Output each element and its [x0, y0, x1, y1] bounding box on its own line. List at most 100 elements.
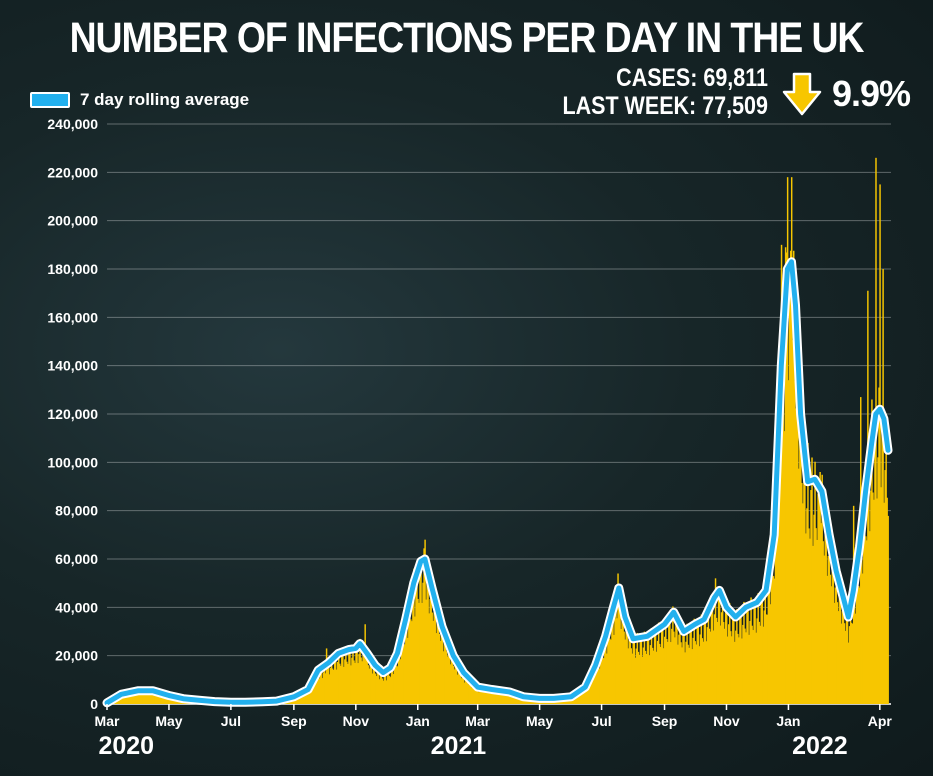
- y-tick-label: 140,000: [47, 358, 98, 374]
- daily-case-bar: [786, 177, 789, 704]
- daily-case-bar: [368, 668, 370, 704]
- daily-case-bar: [163, 694, 165, 704]
- daily-case-bar: [325, 648, 328, 704]
- daily-case-bar: [681, 647, 683, 704]
- daily-case-bar: [795, 408, 797, 704]
- daily-case-bar: [873, 499, 875, 704]
- daily-case-bar: [683, 629, 685, 704]
- daily-case-bar: [420, 557, 422, 704]
- daily-case-bar: [150, 690, 152, 704]
- daily-case-bar: [142, 691, 144, 704]
- daily-case-bar: [696, 626, 698, 704]
- daily-case-bar: [478, 692, 480, 704]
- daily-case-bar: [772, 576, 775, 704]
- daily-case-bar: [372, 668, 375, 704]
- daily-case-bar: [723, 628, 726, 704]
- daily-case-bar: [118, 697, 121, 704]
- daily-case-bar: [620, 628, 622, 704]
- daily-case-bar: [576, 692, 579, 704]
- daily-case-bar: [506, 695, 509, 704]
- daily-case-bar: [636, 632, 639, 704]
- daily-case-bar: [520, 698, 523, 704]
- daily-case-bar: [806, 508, 808, 704]
- daily-case-bar: [415, 575, 417, 704]
- daily-case-bar: [130, 694, 133, 704]
- x-tick-label: Nov: [713, 713, 740, 729]
- daily-case-bar: [436, 622, 439, 704]
- daily-case-bar: [424, 539, 426, 704]
- daily-case-bar: [693, 618, 695, 704]
- daily-case-bar: [351, 657, 353, 704]
- daily-case-bar: [664, 636, 666, 704]
- daily-case-bar: [301, 694, 303, 704]
- daily-case-bar: [799, 441, 801, 704]
- daily-case-bar: [715, 617, 718, 704]
- daily-case-bar: [684, 652, 686, 704]
- daily-case-bar: [492, 693, 494, 704]
- daily-case-bar: [637, 651, 640, 704]
- daily-case-bar: [386, 675, 389, 704]
- daily-case-bar: [347, 663, 349, 704]
- daily-case-bar: [161, 695, 163, 704]
- daily-case-bar: [589, 677, 592, 704]
- daily-case-bar: [329, 667, 332, 704]
- daily-case-bar: [434, 596, 436, 704]
- daily-case-bar: [489, 692, 491, 704]
- daily-case-bar: [370, 657, 372, 704]
- daily-case-bar: [597, 661, 599, 704]
- daily-case-bar: [739, 616, 741, 704]
- daily-case-bar: [817, 493, 819, 704]
- daily-case-bar: [309, 684, 312, 704]
- daily-case-bar: [827, 556, 829, 704]
- daily-case-bar: [641, 656, 644, 704]
- x-tick-label: Jan: [406, 713, 430, 729]
- daily-case-bar: [778, 391, 781, 704]
- daily-case-bar: [583, 687, 586, 704]
- daily-case-bar: [147, 689, 149, 704]
- daily-case-bar: [402, 626, 404, 704]
- daily-case-bar: [510, 695, 513, 704]
- daily-case-bar: [657, 622, 660, 704]
- daily-case-bar: [516, 696, 519, 704]
- daily-case-bar: [127, 693, 130, 704]
- daily-case-bar: [650, 627, 653, 704]
- daily-case-bar: [674, 637, 676, 704]
- daily-case-bar: [600, 659, 602, 704]
- daily-case-bar: [297, 697, 299, 704]
- daily-case-bar: [312, 680, 315, 704]
- daily-case-bar: [136, 694, 139, 704]
- daily-case-bar: [816, 539, 818, 704]
- daily-case-bar: [459, 675, 462, 704]
- daily-case-bar: [587, 685, 590, 704]
- daily-case-bar: [324, 673, 327, 704]
- daily-case-bar: [125, 695, 128, 704]
- daily-case-bar: [734, 641, 736, 704]
- daily-case-bar: [474, 688, 476, 704]
- daily-case-bar: [710, 608, 713, 704]
- daily-case-bar: [775, 480, 778, 704]
- daily-case-bar: [793, 250, 795, 704]
- daily-case-bar: [740, 609, 742, 704]
- daily-case-bar: [651, 647, 654, 704]
- daily-case-bar: [343, 666, 345, 704]
- daily-case-bar: [146, 689, 148, 704]
- daily-case-bar: [579, 689, 582, 704]
- daily-case-bar: [315, 678, 318, 704]
- daily-case-bar: [119, 697, 122, 704]
- daily-case-bar: [762, 626, 764, 704]
- daily-case-bar: [414, 616, 416, 704]
- daily-case-bar: [429, 599, 431, 704]
- daily-case-bar: [655, 651, 658, 704]
- daily-case-bar: [149, 691, 151, 704]
- daily-case-bar: [694, 641, 696, 704]
- daily-case-bar: [783, 431, 786, 704]
- daily-case-bar: [484, 687, 486, 704]
- daily-case-bar: [437, 603, 440, 704]
- year-labels: 2020 2021 2022: [98, 732, 847, 760]
- daily-case-bar: [165, 697, 167, 704]
- daily-case-bar: [599, 668, 601, 704]
- daily-case-bar: [298, 694, 300, 704]
- daily-case-bar: [781, 364, 784, 704]
- daily-case-bar: [471, 687, 473, 704]
- daily-case-bar: [777, 479, 780, 704]
